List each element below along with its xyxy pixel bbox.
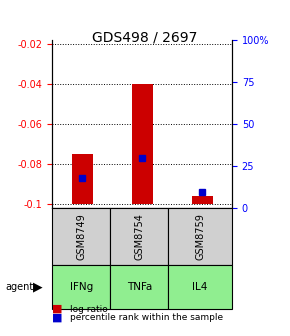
Text: ■: ■: [52, 304, 63, 314]
Text: IL4: IL4: [192, 282, 208, 292]
Text: ■: ■: [52, 312, 63, 323]
Bar: [72, 154, 93, 204]
Text: GDS498 / 2697: GDS498 / 2697: [92, 30, 198, 44]
Text: GSM8754: GSM8754: [134, 213, 144, 260]
Text: ▶: ▶: [33, 281, 43, 294]
Bar: [132, 84, 153, 204]
Text: log ratio: log ratio: [70, 305, 107, 313]
Text: IFNg: IFNg: [70, 282, 93, 292]
Text: GSM8749: GSM8749: [76, 213, 86, 260]
Text: GSM8759: GSM8759: [195, 213, 205, 260]
Text: TNFa: TNFa: [126, 282, 152, 292]
Text: percentile rank within the sample: percentile rank within the sample: [70, 313, 223, 322]
Text: agent: agent: [6, 282, 34, 292]
Bar: [192, 196, 213, 204]
